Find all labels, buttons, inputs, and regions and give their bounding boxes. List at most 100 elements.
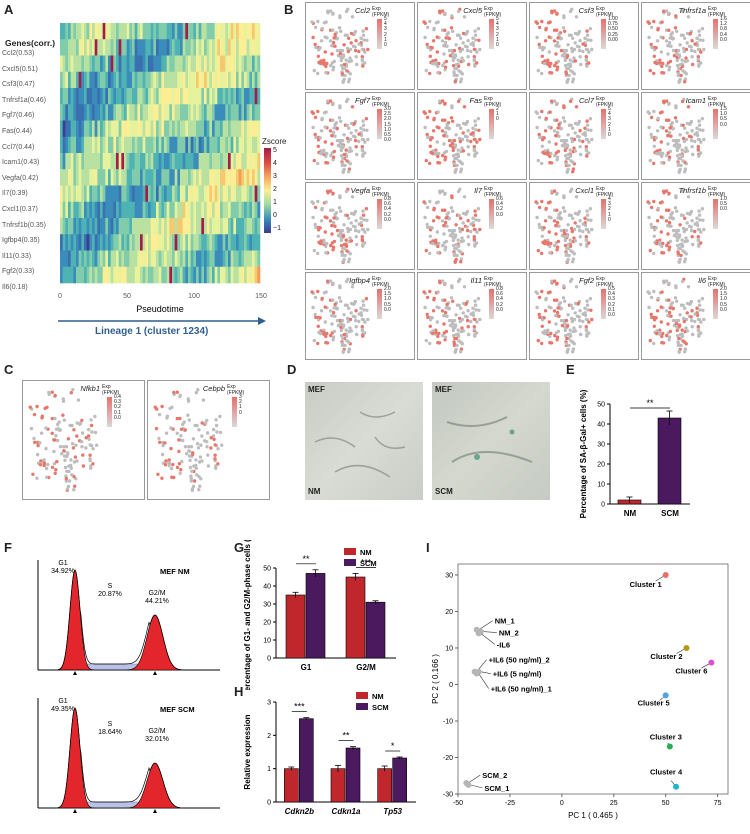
heatmap-cell	[174, 234, 178, 251]
cell-point	[584, 147, 588, 152]
heatmap-cell	[150, 218, 154, 235]
cell-point	[457, 303, 461, 307]
cell-point	[330, 313, 334, 318]
heatmap-cell	[105, 153, 109, 170]
heatmap-cell	[246, 120, 250, 138]
gene-name: Igfbp4	[349, 276, 370, 285]
cell-point	[664, 9, 669, 13]
heatmap-cell	[198, 88, 202, 105]
cell-point	[696, 147, 700, 152]
cell-point	[456, 148, 460, 152]
heatmap-cell	[212, 169, 215, 186]
heatmap-cell	[220, 218, 223, 235]
cell-point	[564, 342, 569, 346]
heatmap-cell	[156, 120, 159, 138]
heatmap-cell	[222, 169, 226, 186]
cell-point	[454, 223, 458, 227]
cell-point	[542, 316, 546, 320]
pseudotime-label: Pseudotime	[136, 304, 184, 314]
g2m-value: 32.01%	[145, 736, 169, 743]
cell-point	[472, 325, 476, 329]
heatmap-cell	[145, 55, 149, 73]
legend-title-unit: (FPKM)	[102, 390, 120, 396]
heatmap-cell	[142, 88, 146, 105]
gene-name: Cxcl1	[575, 186, 594, 195]
cell-point	[654, 226, 658, 230]
heatmap-cell	[174, 218, 178, 235]
cell-point	[442, 52, 446, 56]
g2m-marker	[153, 671, 157, 675]
cell-point	[559, 306, 563, 311]
cell-point	[655, 39, 660, 43]
cell-point	[357, 49, 361, 54]
heatmap-cell	[97, 88, 101, 105]
feature-scatter	[534, 97, 594, 174]
cell-point	[175, 416, 179, 421]
heatmap-cell	[246, 104, 250, 121]
heatmap-cell	[209, 71, 213, 89]
cell-point	[443, 245, 448, 249]
heatmap-cell	[174, 55, 178, 73]
cell-point	[177, 449, 181, 454]
heatmap-cell	[206, 23, 210, 40]
heatmap-cell	[97, 71, 101, 89]
legend-title-exp: Exp	[372, 186, 381, 192]
heatmap-cell	[214, 120, 218, 138]
cell-point	[588, 297, 593, 301]
heatmap-cell	[212, 71, 215, 89]
heatmap-cell	[86, 234, 90, 251]
legend-title-unit: (FPKM)	[596, 192, 614, 198]
heatmap-cell	[145, 39, 149, 56]
heatmap-cell	[246, 71, 250, 89]
cell-point	[338, 194, 342, 198]
cell-point	[584, 325, 588, 329]
legend-tick: 5	[384, 16, 387, 22]
cell-point	[431, 309, 436, 313]
legend-title-unit: (FPKM)	[708, 282, 726, 288]
heatmap-cell	[206, 153, 210, 170]
heatmap-cell	[110, 234, 114, 251]
cell-point	[584, 317, 589, 321]
cell-point	[472, 57, 476, 62]
heatmap-cell	[137, 266, 141, 284]
cell-point	[475, 241, 479, 245]
cell-point	[430, 136, 434, 140]
heatmap-cell	[105, 218, 109, 235]
heatmap-cell	[140, 250, 143, 268]
cell-point	[660, 200, 664, 204]
heatmap-cell	[145, 234, 149, 251]
cell-point	[537, 42, 541, 47]
cell-point	[581, 49, 585, 54]
cell-point	[443, 335, 448, 339]
heatmap-cell	[110, 250, 114, 268]
heatmap-cell	[129, 201, 133, 219]
cell-point	[335, 48, 340, 53]
cell-point	[534, 200, 538, 204]
heatmap-cell	[156, 185, 159, 203]
cell-point	[677, 336, 681, 341]
cell-point	[569, 33, 573, 37]
cell-point	[569, 46, 574, 51]
heatmap-cell	[204, 104, 207, 121]
heatmap-cell	[206, 39, 210, 56]
cell-point	[455, 163, 459, 168]
cell-point	[443, 158, 447, 162]
heatmap-cell	[244, 218, 247, 235]
cell-point	[454, 43, 458, 47]
heatmap-cell	[89, 218, 93, 235]
gene-label: Cxcl5(0.51)	[2, 65, 38, 73]
cell-point	[467, 332, 471, 337]
heatmap-cell	[100, 55, 103, 73]
legend-tick: 2	[496, 31, 499, 38]
cell-point	[331, 65, 336, 69]
heatmap-cell	[97, 250, 101, 268]
cell-point	[339, 119, 343, 123]
legend-tick: 1	[608, 126, 611, 133]
axis-tick-150: 150	[255, 293, 267, 300]
cell-point	[655, 151, 659, 156]
cell-point	[589, 308, 593, 312]
heatmap-cell	[60, 120, 63, 138]
cell-point	[459, 347, 464, 351]
cell-point	[647, 35, 651, 40]
